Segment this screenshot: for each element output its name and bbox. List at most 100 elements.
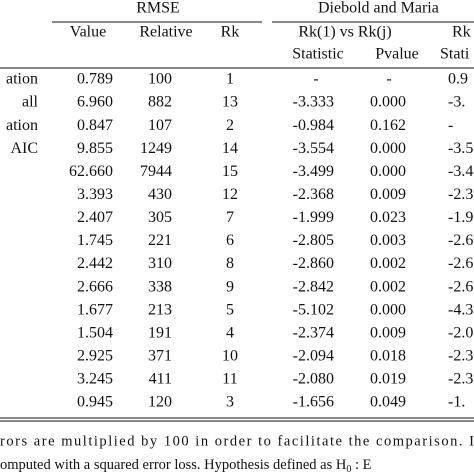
rmse-value: 1.504 (77, 324, 113, 341)
rmse-relative: 310 (148, 255, 172, 272)
rmse-value: 9.855 (77, 140, 113, 157)
dm-pvalue: 0.009 (370, 186, 406, 203)
dm-statistic: -5.102 (293, 301, 334, 318)
rmse-value: 2.407 (77, 209, 113, 226)
column-header: Statistic (292, 46, 344, 63)
rmse-rank: 6 (226, 232, 234, 249)
row-label: all (22, 94, 39, 111)
rmse-relative: 305 (148, 209, 172, 226)
rmse-value: 2.666 (77, 278, 113, 295)
rmse-rank: 2 (226, 117, 234, 134)
dm-statistic-cut: - (448, 117, 453, 134)
rmse-rank: 13 (222, 94, 238, 111)
rmse-relative: 107 (148, 117, 172, 134)
dm-statistic: -1.656 (293, 394, 334, 411)
dm-pvalue: 0.009 (370, 324, 406, 341)
dm-pvalue: 0.002 (370, 255, 406, 272)
rmse-relative: 882 (148, 94, 172, 111)
rmse-relative: 221 (148, 232, 172, 249)
rmse-value: 2.925 (77, 348, 113, 365)
dm-pvalue: 0.000 (370, 140, 406, 157)
rmse-relative: 100 (148, 71, 172, 88)
dm-statistic: -3.554 (293, 140, 334, 157)
footnote: omputed with a squared error loss. Hypot… (0, 457, 372, 474)
dm-statistic: -2.860 (293, 255, 334, 272)
rmse-value: 3.245 (77, 371, 113, 388)
dm-pvalue: 0.003 (370, 232, 406, 249)
rmse-relative: 430 (148, 186, 172, 203)
rmse-rank: 4 (226, 324, 234, 341)
rmse-relative: 213 (148, 301, 172, 318)
dm-statistic-cut: -2.3 (448, 348, 473, 365)
column-header: Value (70, 24, 106, 41)
rmse-relative: 338 (148, 278, 172, 295)
group-title: Diebold and Maria (318, 0, 439, 17)
dm-pvalue: 0.000 (370, 163, 406, 180)
rmse-rank: 1 (226, 71, 234, 88)
rmse-rank: 3 (226, 394, 234, 411)
column-header: Rk (452, 24, 471, 41)
dm-statistic-cut: -2.3 (448, 371, 473, 388)
rmse-rank: 7 (226, 209, 234, 226)
dm-pvalue: 0.049 (370, 394, 406, 411)
dm-statistic: -3.333 (293, 94, 334, 111)
rmse-rank: 9 (226, 278, 234, 295)
column-header: Pvalue (375, 46, 419, 63)
rmse-relative: 120 (148, 394, 172, 411)
dm-statistic-cut: -2.6 (448, 232, 473, 249)
dm-statistic-cut: -2.0 (448, 324, 473, 341)
dm-statistic-cut: -3. (448, 94, 465, 111)
dm-statistic: -2.368 (293, 186, 334, 203)
column-header: Rk (221, 24, 240, 41)
dm-pvalue: 0.023 (370, 209, 406, 226)
row-label: AIC (10, 140, 38, 157)
row-label: ation (6, 117, 38, 134)
column-header: Rk(1) vs Rk(j) (298, 24, 391, 41)
rmse-relative: 411 (149, 371, 172, 388)
dm-statistic: -2.805 (293, 232, 334, 249)
rmse-rank: 14 (222, 140, 238, 157)
rmse-value: 1.677 (77, 301, 113, 318)
rmse-rank: 8 (226, 255, 234, 272)
rmse-value: 62.660 (69, 163, 113, 180)
rmse-value: 2.442 (77, 255, 113, 272)
rmse-relative: 191 (148, 324, 172, 341)
dm-statistic: -2.842 (293, 278, 334, 295)
rmse-value: 0.789 (77, 71, 113, 88)
dm-statistic-cut: -3.4 (448, 163, 473, 180)
footnote-text: omputed with a squared error loss. Hypot… (0, 457, 347, 473)
dm-statistic-cut: -4.3 (448, 301, 473, 318)
row-label: ation (6, 71, 38, 88)
dm-statistic-cut: -2.6 (448, 278, 473, 295)
dm-statistic-cut: -2.6 (448, 255, 473, 272)
footnote: rors are multiplied by 100 in order to f… (0, 433, 474, 449)
dm-pvalue: 0.000 (370, 301, 406, 318)
rmse-value: 6.960 (77, 94, 113, 111)
dm-pvalue: 0.018 (370, 348, 406, 365)
rmse-value: 3.393 (77, 186, 113, 203)
rmse-rank: 12 (222, 186, 238, 203)
group-title: RMSE (136, 0, 180, 17)
dm-statistic: -2.094 (293, 348, 334, 365)
dm-pvalue: 0.162 (370, 117, 406, 134)
rmse-value: 0.847 (77, 117, 113, 134)
dm-pvalue: 0.000 (370, 94, 406, 111)
column-header: Relative (139, 24, 192, 41)
dm-statistic: -1.999 (293, 209, 334, 226)
dm-statistic-cut: 0.9 (448, 71, 468, 88)
dm-statistic: -2.080 (293, 371, 334, 388)
dm-statistic-cut: -1.9 (448, 209, 473, 226)
rmse-rank: 15 (222, 163, 238, 180)
rmse-value: 1.745 (77, 232, 113, 249)
rmse-value: 0.945 (77, 394, 113, 411)
dm-statistic-cut: -2.3 (448, 186, 473, 203)
rmse-relative: 371 (148, 348, 172, 365)
rmse-relative: 1249 (140, 140, 172, 157)
dm-pvalue: - (386, 71, 391, 88)
dm-statistic: -2.374 (293, 324, 334, 341)
rmse-rank: 10 (222, 348, 238, 365)
rmse-rank: 5 (226, 301, 234, 318)
dm-statistic: - (313, 71, 318, 88)
dm-pvalue: 0.019 (370, 371, 406, 388)
